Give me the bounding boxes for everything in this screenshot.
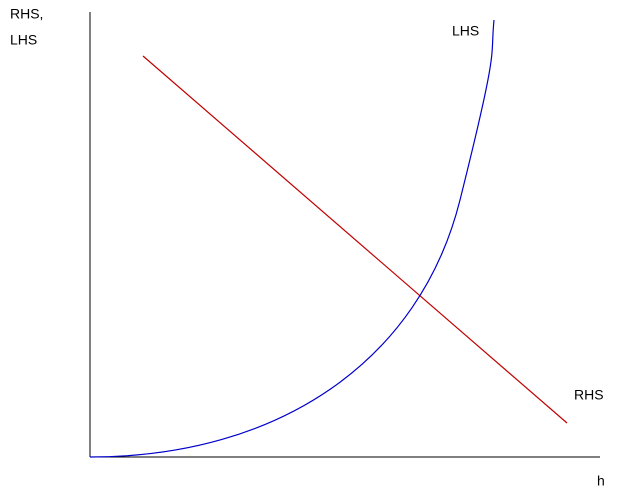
x-axis-label: h — [597, 473, 605, 489]
rhs-line — [142, 55, 568, 424]
curve-label: RHS — [574, 387, 604, 403]
lhs-curve — [89, 19, 495, 458]
y-axis-label: RHS, — [10, 6, 43, 22]
curve-label: LHS — [452, 23, 479, 39]
y-axis-label: LHS — [10, 32, 37, 48]
